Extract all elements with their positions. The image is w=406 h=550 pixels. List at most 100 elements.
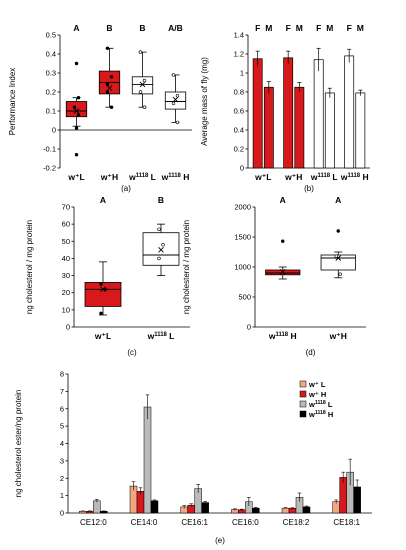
- panel-c-y-tick-label: 50: [62, 237, 70, 246]
- panel-d-y-tick-label: 1500: [234, 233, 251, 242]
- data-point: [142, 78, 147, 83]
- box-mean-marker: [158, 247, 164, 253]
- panel-label: (c): [127, 348, 137, 357]
- panel-e-y-tick-label: 5: [60, 422, 64, 431]
- y-axis-label: Average mass of fly (mg): [200, 57, 209, 146]
- x-category-label: w⁺H: [284, 172, 302, 182]
- sex-label: F: [286, 23, 291, 33]
- panel-e-y-tick-label: 7: [60, 387, 64, 396]
- panel-e: 0 1 2 3 4 5 6 7 8 CE12:0 CE14:0 CE16:1 CE16:0 CE18:2 C…: [14, 370, 372, 545]
- panel-d-y-tick-label: 1000: [234, 263, 251, 272]
- panel-a-y-tick-label: 0.4: [46, 50, 56, 59]
- panel-a-y-tick-label: 0.2: [46, 88, 56, 97]
- panel-e-y-tick-label: 2: [60, 474, 64, 483]
- x-category-label: w⁺L: [67, 172, 84, 182]
- legend-label: w⁺ L: [308, 380, 326, 389]
- box-1: [98, 46, 121, 109]
- y-axis-label: ng cholesterol ester/ng protein: [14, 390, 23, 498]
- panel-a-y-tick-label: -0.1: [43, 145, 56, 154]
- legend-swatch: [299, 400, 307, 408]
- bar-F-1: [283, 57, 294, 169]
- data-point: [336, 229, 340, 233]
- data-point: [99, 311, 103, 315]
- panel-label: (e): [215, 536, 225, 545]
- box-body: [142, 232, 180, 266]
- x-category-label: CE14:0: [131, 518, 158, 527]
- data-point: [138, 50, 143, 54]
- sex-label: M: [265, 23, 272, 33]
- panel-e-y-tick-label: 0: [60, 509, 64, 518]
- panel-b-y-tick-label: 0.8: [234, 88, 244, 97]
- panel-label: (d): [306, 348, 316, 357]
- panel-a-y-tick-label: -0.2: [43, 164, 56, 173]
- data-point: [74, 153, 79, 157]
- data-point: [171, 73, 176, 77]
- group-letter: A: [100, 195, 106, 205]
- box-mean-marker: [279, 268, 286, 275]
- x-category-label: w⁺L: [94, 331, 111, 341]
- data-point: [334, 254, 338, 258]
- data-point: [103, 287, 107, 291]
- box-mean-marker: [106, 85, 113, 92]
- x-category-label: w1118 H: [161, 172, 190, 182]
- data-point: [175, 120, 180, 125]
- bar-F-3: [344, 55, 355, 169]
- box-body: [65, 101, 88, 118]
- bar-F-2: [313, 59, 324, 169]
- ce-bar: [201, 502, 209, 514]
- ce-bar: [288, 508, 297, 514]
- x-category-label: CE16:1: [181, 518, 208, 527]
- panel-c-y-tick-label: 10: [62, 305, 70, 314]
- data-point: [171, 101, 176, 106]
- group-letter: A: [335, 195, 341, 205]
- data-point: [105, 82, 110, 87]
- group-letter: A: [280, 195, 286, 205]
- panel-d: 0 500 1000 1500 2000 w1118 H Aw⁺H Ang cholester…: [182, 195, 366, 357]
- x-category-label: w⁺H: [329, 331, 347, 341]
- legend-label: w⁺ H: [308, 390, 326, 399]
- data-point: [72, 105, 77, 109]
- group-letter: B: [106, 23, 112, 33]
- x-category-label: CE18:1: [333, 518, 360, 527]
- panel-d-y-tick-label: 500: [238, 293, 251, 302]
- legend-swatch: [299, 380, 307, 388]
- legend-label: w1118 L: [308, 400, 333, 409]
- box-mean-marker: [139, 81, 146, 88]
- x-category-label: w1118 L: [128, 172, 156, 182]
- data-point: [74, 61, 79, 66]
- sex-label: M: [357, 23, 364, 33]
- ce-bar: [302, 506, 311, 514]
- box-3: [164, 73, 187, 125]
- panel-c-y-tick-label: 40: [62, 254, 70, 263]
- data-point: [109, 105, 114, 109]
- box-body: [131, 76, 154, 95]
- x-category-label: w1118 L: [147, 331, 175, 341]
- sex-label: F: [316, 23, 321, 33]
- ce-bar: [150, 500, 159, 514]
- bar-M-2: [324, 92, 335, 169]
- bar-M-3: [355, 92, 366, 169]
- panel-b-y-tick-label: 1.4: [234, 31, 244, 40]
- panel-label: (b): [304, 184, 314, 193]
- data-point: [142, 105, 147, 109]
- bar-F-0: [252, 58, 263, 169]
- box-mean-marker: [172, 96, 179, 103]
- legend-swatch: [299, 390, 307, 398]
- data-point: [138, 90, 143, 94]
- legend-swatch: [299, 410, 307, 418]
- panel-b-y-tick-label: 1: [240, 69, 244, 78]
- x-category-label: w1118 H: [340, 172, 369, 182]
- ce-bar: [339, 477, 347, 514]
- sex-label: M: [296, 23, 303, 33]
- panel-d-y-tick-label: 2000: [234, 203, 251, 212]
- x-category-label: CE18:2: [283, 518, 310, 527]
- group-letter: A/B: [168, 23, 183, 33]
- panel-c-y-tick-label: 60: [62, 220, 70, 229]
- data-point: [161, 243, 165, 247]
- box-1: [142, 223, 180, 276]
- box-mean-marker: [73, 108, 80, 114]
- data-point: [76, 95, 81, 100]
- panel-b-y-tick-label: 0: [240, 164, 244, 173]
- box-0: [265, 239, 301, 280]
